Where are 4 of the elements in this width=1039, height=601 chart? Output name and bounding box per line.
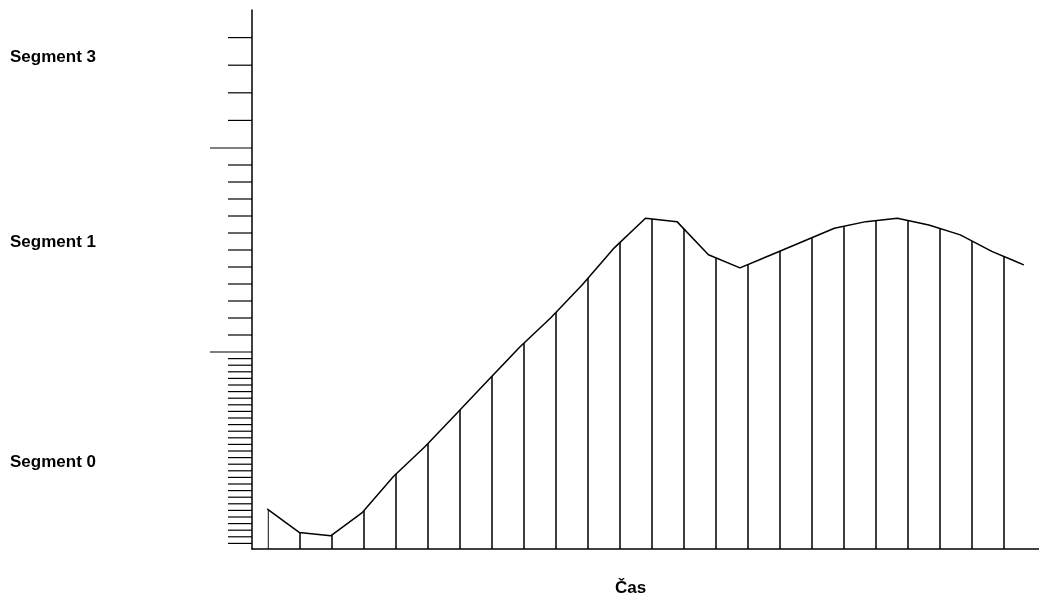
x-axis-title: Čas <box>614 578 647 597</box>
text: Segment 1 <box>10 232 96 251</box>
text: Segment 0 <box>10 452 96 471</box>
text: Segment 3 <box>10 47 96 66</box>
